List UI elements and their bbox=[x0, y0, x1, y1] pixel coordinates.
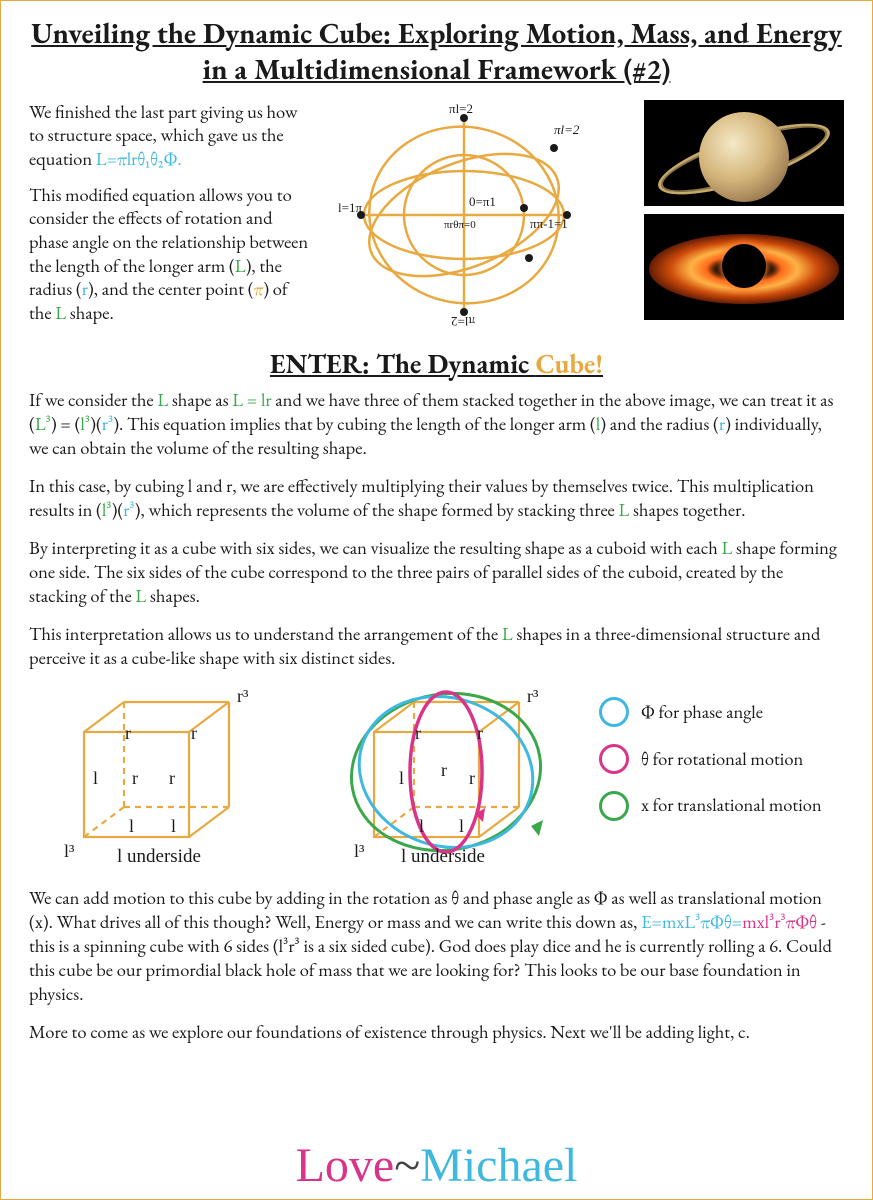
text: )( bbox=[112, 497, 124, 522]
label: r bbox=[132, 768, 138, 788]
body-p2: In this case, by cubing l and r, we are … bbox=[29, 474, 844, 522]
body-p5: We can add motion to this cube by adding… bbox=[29, 886, 844, 1006]
blackhole-image bbox=[644, 214, 844, 320]
var: l³ bbox=[102, 497, 112, 522]
signature: Love~Michael bbox=[1, 1138, 872, 1193]
label: l bbox=[459, 816, 464, 836]
text: shape. bbox=[66, 300, 114, 325]
eq: mxl³r³πΦθ bbox=[742, 909, 817, 934]
var: l³ bbox=[80, 411, 90, 436]
body-p4: This interpretation allows us to underst… bbox=[29, 622, 844, 670]
eq: E=mxL³πΦθ bbox=[641, 909, 732, 934]
static-cube-diagram: r³ r r r r l l l l³ l underside bbox=[29, 684, 279, 874]
page-title: Unveiling the Dynamic Cube: Exploring Mo… bbox=[29, 15, 844, 88]
legend-label: θ for rotational motion bbox=[641, 739, 803, 780]
label: l bbox=[399, 768, 404, 788]
text: shape as bbox=[168, 387, 232, 412]
text: ). This equation implies that by cubing … bbox=[113, 411, 596, 436]
subtitle-a: ENTER: The Dynamic bbox=[270, 347, 536, 382]
var: r³ bbox=[123, 497, 134, 522]
subtitle-cube: Cube! bbox=[536, 347, 603, 382]
label: r bbox=[477, 723, 483, 743]
sig-name: Michael bbox=[420, 1139, 577, 1192]
intro-p1: We finished the last part giving us how … bbox=[29, 100, 313, 171]
label: πrθπ=0 bbox=[444, 219, 476, 231]
intro-paragraphs: We finished the last part giving us how … bbox=[29, 100, 313, 337]
theta-circle-icon bbox=[599, 744, 629, 774]
cube-diagrams-row: r³ r r r r l l l l³ l underside bbox=[29, 684, 844, 874]
label: l bbox=[419, 816, 424, 836]
legend-label: x for translational motion bbox=[641, 785, 822, 826]
intro-section: We finished the last part giving us how … bbox=[29, 100, 844, 337]
text: ), and the center point ( bbox=[88, 276, 254, 301]
astronomy-images bbox=[615, 100, 844, 337]
equation: L=πlrθ₁θ₂Φ. bbox=[96, 146, 182, 171]
phi-circle-icon bbox=[599, 697, 629, 727]
text: ), which represents the volume of the sh… bbox=[135, 497, 619, 522]
label: r bbox=[191, 723, 197, 743]
legend-x: x for translational motion bbox=[599, 785, 822, 826]
label: l³ bbox=[354, 841, 365, 861]
dynamic-cube-diagram: r³ r r r r l l l l³ l underside bbox=[299, 684, 579, 874]
var: L bbox=[157, 387, 168, 412]
label: r bbox=[169, 768, 175, 788]
var: L³ bbox=[35, 411, 51, 436]
saturn-image bbox=[644, 100, 844, 206]
text: If we consider the bbox=[29, 387, 157, 412]
text: )( bbox=[90, 411, 102, 436]
label: πl=2 bbox=[451, 314, 475, 329]
sig-love: Love bbox=[296, 1139, 395, 1192]
label: r bbox=[469, 768, 475, 788]
var-L: L bbox=[55, 300, 66, 325]
label: r bbox=[125, 723, 131, 743]
label: l bbox=[171, 816, 176, 836]
label: l bbox=[93, 768, 98, 788]
text: shapes together. bbox=[629, 497, 745, 522]
text: This interpretation allows us to underst… bbox=[29, 621, 502, 646]
label: r bbox=[441, 760, 447, 780]
var: L bbox=[618, 497, 629, 522]
text: By interpreting it as a cube with six si… bbox=[29, 535, 722, 560]
var: L bbox=[502, 621, 513, 646]
label: πl=2 bbox=[554, 122, 580, 137]
eq: L = lr bbox=[232, 387, 271, 412]
var: L bbox=[135, 583, 146, 608]
eq: = bbox=[732, 909, 742, 934]
label: ππ-1=1 bbox=[530, 216, 568, 231]
label: r³ bbox=[527, 686, 539, 706]
label: r³ bbox=[237, 686, 249, 706]
label: 0=π1 bbox=[469, 194, 496, 209]
legend-label: Φ for phase angle bbox=[641, 692, 763, 733]
label: r bbox=[415, 723, 421, 743]
label: l bbox=[129, 816, 134, 836]
orbital-svg: πl=2 πl=2 l=1π 0=π1 πrθπ=0 ππ-1=1 πl=2 bbox=[329, 100, 599, 330]
motion-legend: Φ for phase angle θ for rotational motio… bbox=[599, 684, 822, 832]
legend-phi: Φ for phase angle bbox=[599, 692, 822, 733]
var-L: L bbox=[235, 253, 246, 278]
label: l underside bbox=[117, 846, 201, 867]
body-p6: More to come as we explore our foundatio… bbox=[29, 1020, 844, 1044]
cube-svg: r³ r r r r l l l l³ l underside bbox=[29, 684, 279, 869]
label: l=1π bbox=[338, 200, 362, 215]
legend-theta: θ for rotational motion bbox=[599, 739, 822, 780]
text: ) = ( bbox=[51, 411, 81, 436]
x-circle-icon bbox=[599, 791, 629, 821]
intro-p2: This modified equation allows you to con… bbox=[29, 183, 313, 325]
body-p3: By interpreting it as a cube with six si… bbox=[29, 536, 844, 608]
document-page: Unveiling the Dynamic Cube: Exploring Mo… bbox=[0, 0, 873, 1200]
label: l³ bbox=[64, 841, 75, 861]
dynamic-cube-svg: r³ r r r r l l l l³ l underside bbox=[299, 684, 579, 869]
var: r³ bbox=[102, 411, 113, 436]
subtitle: ENTER: The Dynamic Cube! bbox=[29, 347, 844, 382]
var: L bbox=[722, 535, 733, 560]
sig-tilde: ~ bbox=[394, 1139, 420, 1192]
var-pi: π bbox=[254, 276, 264, 301]
orbital-diagram: πl=2 πl=2 l=1π 0=π1 πrθπ=0 ππ-1=1 πl=2 bbox=[325, 100, 604, 337]
body-p1: If we consider the L shape as L = lr and… bbox=[29, 388, 844, 460]
text: shapes. bbox=[146, 583, 200, 608]
text: ) and the radius ( bbox=[600, 411, 719, 436]
label: l underside bbox=[401, 846, 485, 867]
label: πl=2 bbox=[449, 101, 473, 116]
